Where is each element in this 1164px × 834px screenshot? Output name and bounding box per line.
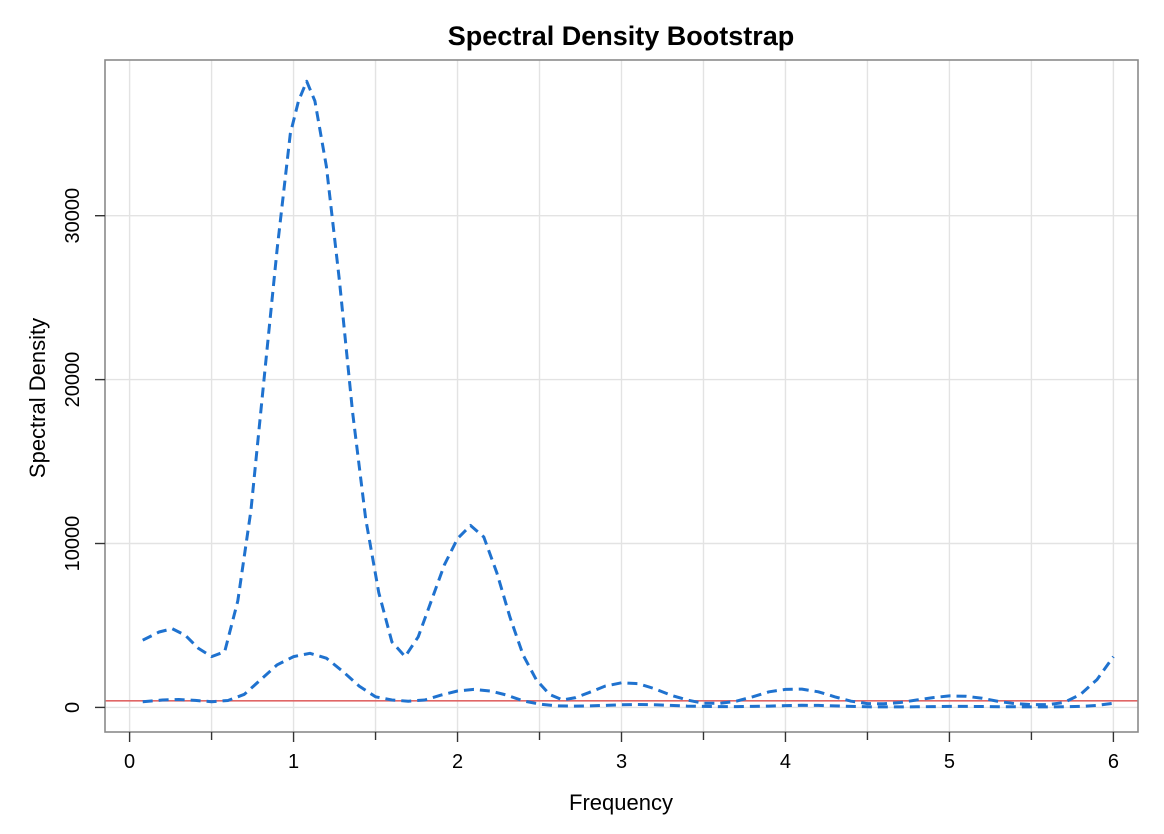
chart-title: Spectral Density Bootstrap [448,21,795,51]
series-line-2 [142,651,1114,709]
x-tick-label: 5 [944,751,955,773]
grid-lines [105,60,1138,732]
x-tick-label: 1 [288,751,299,773]
x-tick-label: 4 [780,751,791,773]
x-axis: 0 1 2 3 4 5 6 [124,732,1119,773]
y-tick-label: 20000 [62,352,84,408]
x-tick-label: 2 [452,751,463,773]
y-axis-label: Spectral Density [25,318,50,478]
x-tick-label: 3 [616,751,627,773]
y-tick-label: 30000 [62,188,84,244]
y-tick-label: 0 [62,702,84,713]
y-axis: 0 10000 20000 30000 [62,188,105,713]
series-line-1 [142,79,1115,707]
x-tick-label: 0 [124,751,135,773]
y-tick-label: 10000 [62,516,84,572]
series-layer [142,79,1115,709]
x-axis-label: Frequency [569,790,673,815]
x-tick-label: 6 [1108,751,1119,773]
